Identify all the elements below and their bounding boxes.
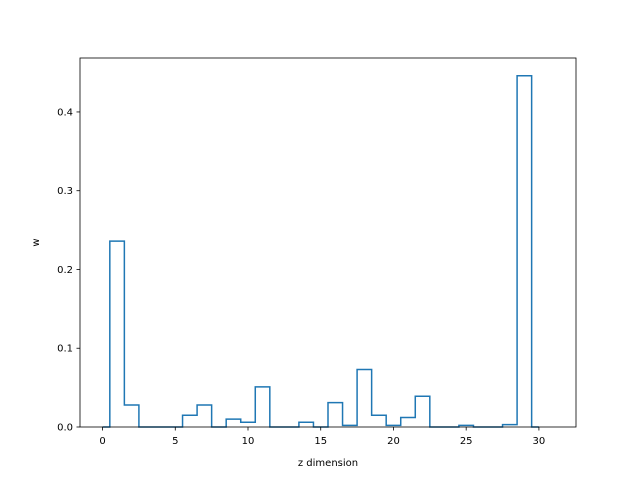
x-tick-label: 0: [99, 436, 105, 447]
x-tick-label: 15: [314, 436, 327, 447]
x-tick-label: 30: [533, 436, 546, 447]
y-axis-label: w: [31, 238, 42, 246]
y-tick-label: 0.0: [57, 423, 73, 434]
x-tick-label: 20: [387, 436, 400, 447]
y-axis-ticks: 0.0 0.1 0.2 0.3 0.4: [57, 107, 80, 434]
plot-frame: [79, 57, 577, 428]
y-tick-label: 0.4: [57, 107, 73, 118]
y-tick-label: 0.1: [57, 344, 73, 355]
x-axis-label: z dimension: [298, 458, 358, 469]
x-tick-label: 25: [460, 436, 473, 447]
y-tick-label: 0.2: [57, 265, 73, 276]
plot-area: [80, 58, 576, 427]
x-axis-ticks: 0 5 10 15 20 25 30: [99, 427, 545, 447]
x-tick-label: 10: [242, 436, 255, 447]
y-tick-label: 0.3: [57, 186, 73, 197]
x-tick-label: 5: [172, 436, 178, 447]
